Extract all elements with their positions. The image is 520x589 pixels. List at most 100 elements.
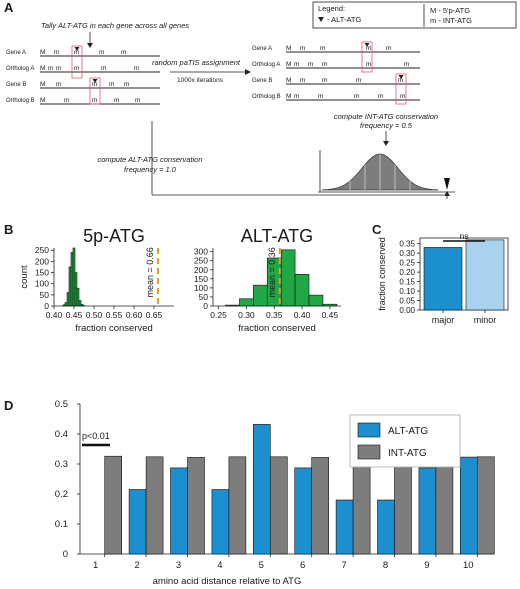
histogram-bar <box>66 292 70 307</box>
y-tick-label: 0.35 <box>399 240 415 249</box>
histogram-bar <box>253 284 268 307</box>
bar-int-atg <box>311 457 330 555</box>
x-tick-label: 9 <box>424 560 429 571</box>
bar-int-atg <box>269 456 288 555</box>
int-atg-marker: m <box>300 45 305 52</box>
y-tick-label: 0.15 <box>399 278 415 287</box>
histogram-bar <box>76 287 80 307</box>
gene-name: Gene A <box>6 50 26 56</box>
y-tick-label: 0.1 <box>55 519 68 530</box>
y-tick-label: 0.10 <box>399 287 415 296</box>
x-tick-label: 1 <box>93 560 98 571</box>
y-tick-label: 0.05 <box>399 297 415 306</box>
category-label: major <box>432 315 455 325</box>
x-tick-label: 0.40 <box>46 310 63 320</box>
bar-int-atg <box>187 457 205 555</box>
bar-int-atg <box>394 457 412 555</box>
bar-int-atg <box>228 456 247 555</box>
alt-atg-highlight-box <box>71 45 83 79</box>
null-distribution-curve <box>318 150 455 193</box>
int-atg-marker: m <box>56 81 61 88</box>
panel-d: D 0 0.1 0.2 0.3 0.4 0.5 1 2 3 4 5 6 7 8 9 10 amino acid … <box>4 398 495 587</box>
histogram-bar <box>280 249 296 307</box>
legend-title: Legend: <box>318 4 345 13</box>
int-atg-marker: m <box>92 81 97 88</box>
legend-int-atg: m - INT-ATG <box>430 16 472 25</box>
y-tick-label: 0 <box>203 301 208 311</box>
legend-label: INT-ATG <box>388 448 427 459</box>
int-atg-marker: m <box>354 93 359 100</box>
int-atg-marker: m <box>320 45 325 52</box>
histogram-title: ALT-ATG <box>241 226 313 246</box>
histogram-bar <box>308 294 324 307</box>
panel-b-label: B <box>4 222 13 237</box>
int-atg-marker: m <box>48 65 53 72</box>
int-atg-marker: m <box>308 61 313 68</box>
panel-a: A Legend: - ALT-ATG M - 5'p-ATG m - INT-… <box>4 0 517 199</box>
bar-chart-major-minor: major minor 0.000.050.100.150.200.250.300.… <box>377 231 509 325</box>
x-axis-label: fraction conserved <box>238 323 316 334</box>
x-tick-label: 10 <box>463 560 474 571</box>
y-tick-label: 200 <box>35 256 49 266</box>
bar-alt-atg <box>170 467 188 555</box>
int-atg-marker: m <box>294 61 299 68</box>
x-tick-label: 0.40 <box>294 310 311 320</box>
legend-label: ALT-ATG <box>388 426 428 437</box>
five-prime-atg-marker: M <box>40 49 45 56</box>
panel-c-label: C <box>372 222 382 237</box>
bar-alt-atg <box>253 424 271 555</box>
histogram-bar <box>78 300 82 307</box>
y-tick-label: 0.5 <box>55 399 68 410</box>
y-tick-label: 150 <box>194 274 208 284</box>
histogram-bar <box>74 272 78 307</box>
int-atg-marker: m <box>366 61 371 68</box>
bar-minor <box>465 239 505 311</box>
legend-5p-atg: M - 5'p-ATG <box>430 6 470 15</box>
tally-text: Tally ALT-ATG in each gene across all ge… <box>41 21 189 30</box>
x-tick-label: 0.25 <box>210 310 227 320</box>
int-atg-marker: m <box>386 45 391 52</box>
int-atg-marker: m <box>121 49 126 56</box>
bar-major <box>423 247 463 311</box>
x-tick-label: 6 <box>300 560 305 571</box>
legend-box <box>312 1 517 29</box>
alt-atg-triangle-icon <box>398 75 404 79</box>
panel-d-label: D <box>4 398 13 413</box>
histogram-bar <box>72 247 76 307</box>
bar-int-atg <box>104 455 122 555</box>
bar-int-atg <box>435 456 454 555</box>
x-tick-label: 4 <box>217 560 222 571</box>
int-atg-marker: m <box>99 49 104 56</box>
bar-alt-atg <box>294 467 313 555</box>
five-prime-atg-marker: M <box>40 81 45 88</box>
gene-name: Ortholog B <box>252 94 281 100</box>
legend-alt-atg: - ALT-ATG <box>327 15 361 24</box>
alt-atg-highlight-box <box>361 41 373 73</box>
alt-atg-triangle-icon <box>74 47 80 51</box>
y-tick-label: 250 <box>35 245 49 255</box>
y-tick-label: 250 <box>194 256 208 266</box>
y-tick-label: 100 <box>194 283 208 293</box>
int-atg-marker: m <box>109 81 114 88</box>
int-atg-marker: m <box>378 93 383 100</box>
histogram-bar <box>64 302 68 307</box>
int-atg-marker: m <box>54 49 59 56</box>
five-prime-atg-marker: M <box>40 97 45 104</box>
alt-atg-highlight-box <box>395 73 407 105</box>
int-atg-marker: m <box>366 45 371 52</box>
mean-label: mean = 0.36 <box>267 247 277 297</box>
x-tick-label: 0.45 <box>66 310 83 320</box>
x-tick-label: 0.60 <box>126 310 143 320</box>
int-atg-marker: m <box>318 93 323 100</box>
bar-alt-atg <box>459 456 478 555</box>
bar-int-atg <box>476 456 495 555</box>
x-tick-label: 7 <box>341 560 346 571</box>
x-axis-label: fraction conserved <box>75 323 153 334</box>
y-tick-label: 0.00 <box>399 306 415 315</box>
gene-name: Gene A <box>252 46 272 52</box>
x-tick-label: 0.55 <box>106 310 123 320</box>
